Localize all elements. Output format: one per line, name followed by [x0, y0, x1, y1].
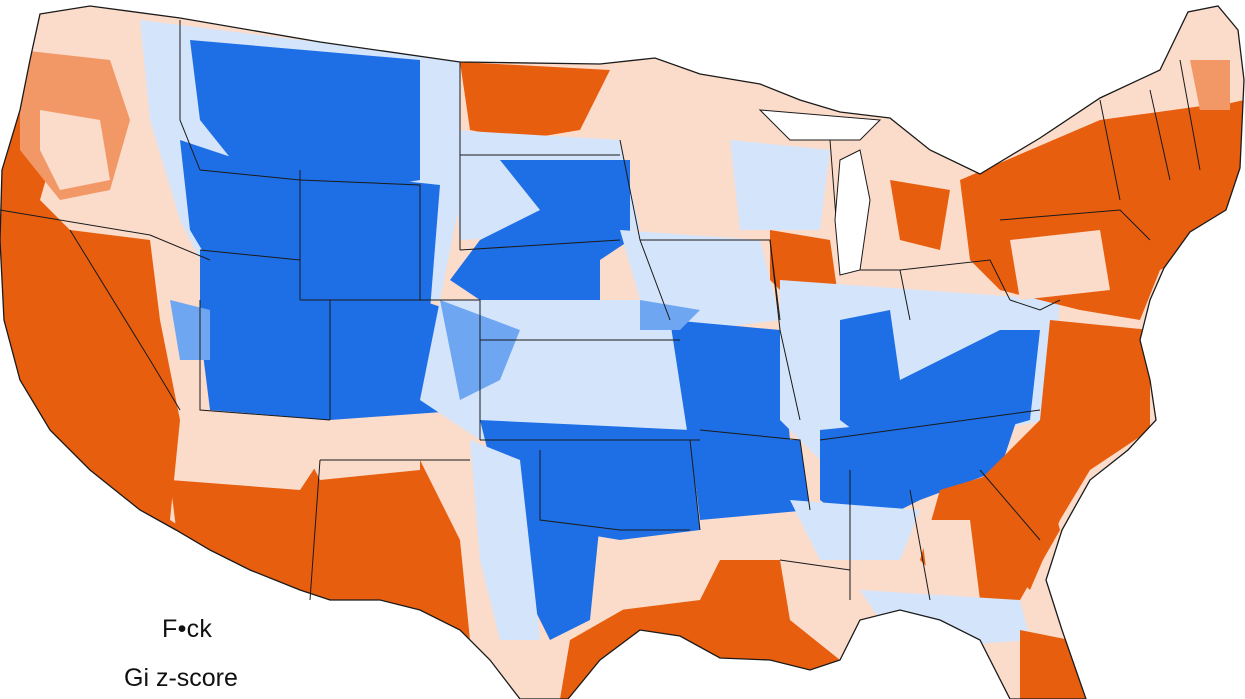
- us-outline: [0, 5, 1245, 699]
- region-idaho-cold: [180, 140, 300, 280]
- region-wa-light: [40, 110, 110, 190]
- region-north-dakota-hot: [460, 62, 610, 140]
- legend-subtitle: Gi z-score: [124, 664, 238, 692]
- lake-michigan: [834, 149, 871, 276]
- region-alabama-light: [920, 520, 980, 600]
- region-montana-cold: [190, 40, 420, 200]
- region-pennsylvania-light: [1010, 230, 1110, 300]
- region-utah-colorado-cold: [200, 250, 480, 420]
- region-wisconsin-light-cold: [730, 140, 830, 230]
- region-texas-cold: [520, 500, 600, 640]
- region-mid-light-cold: [640, 300, 700, 330]
- region-texas-light-cold: [470, 440, 540, 640]
- state-borders: [0, 20, 1201, 601]
- region-missouri-cold: [670, 320, 790, 450]
- region-mississippi-light-cold: [790, 500, 920, 560]
- region-nebraska-cold: [450, 160, 630, 340]
- region-michigan-hot: [890, 180, 950, 250]
- legend-title: F•ck: [162, 615, 213, 643]
- lake-superior: [758, 109, 882, 141]
- region-florida-hot: [1020, 630, 1086, 699]
- region-arkansas-cold: [690, 440, 810, 520]
- region-maine-mid: [1190, 60, 1230, 110]
- region-tennessee-cold: [820, 410, 1020, 530]
- region-lower-texas-light: [620, 560, 720, 610]
